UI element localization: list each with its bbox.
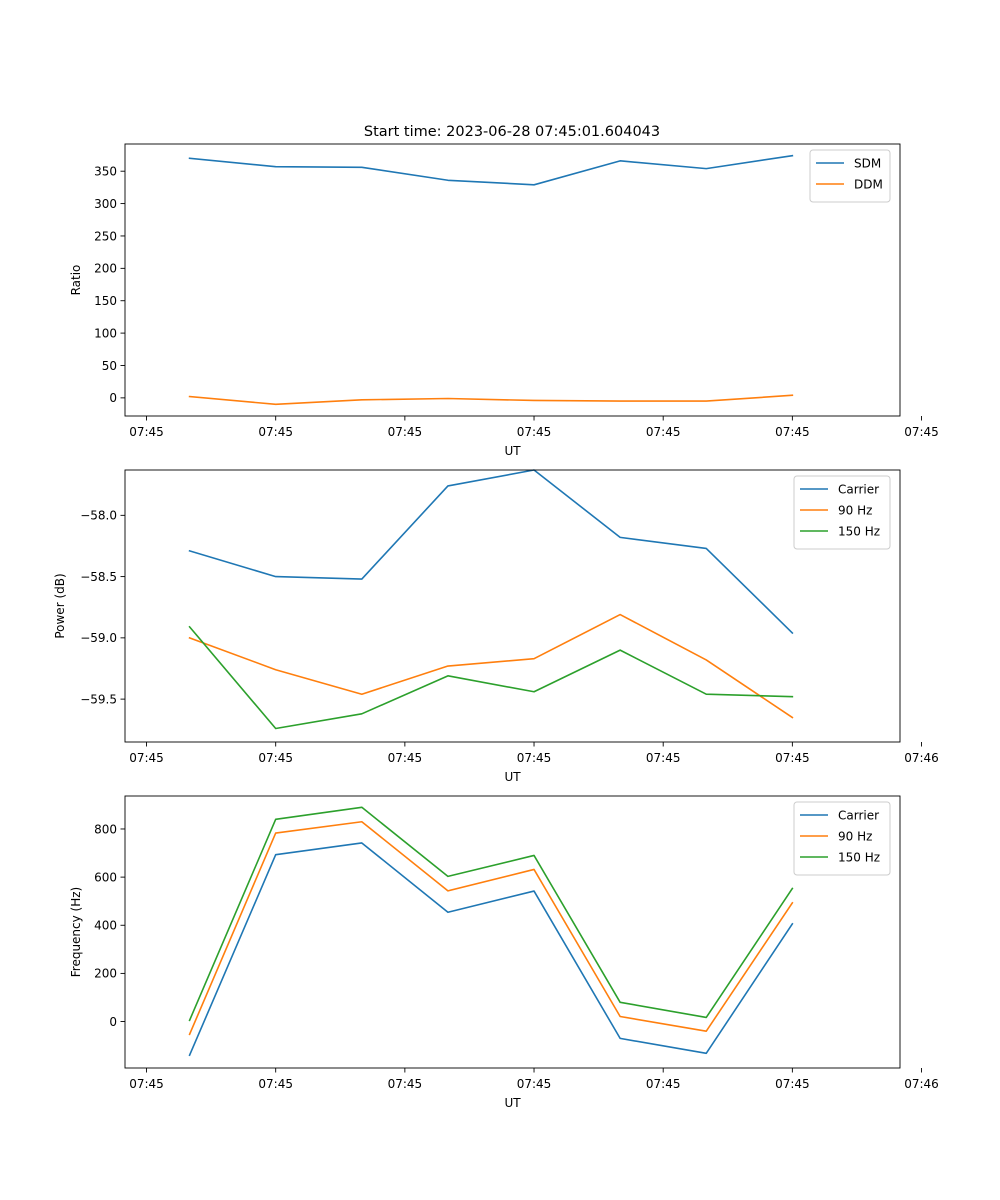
legend-label: Carrier (838, 482, 879, 496)
y-tick-label: 0 (109, 391, 117, 405)
x-tick-label: 07:45 (775, 1077, 810, 1091)
series-line-carrier (188, 842, 794, 1057)
legend-label: 150 Hz (838, 850, 880, 864)
series-line-150-hz (188, 806, 794, 1022)
y-tick-label: 350 (94, 165, 117, 179)
chart-panel-1: 07:45 07:45 07:45 07:45 07:45 07:45 07:45 0 50 10… (69, 143, 939, 458)
x-tick-label: 07:45 (775, 425, 810, 439)
y-tick-label: 100 (94, 326, 117, 340)
y-tick-label: 300 (94, 197, 117, 211)
y-tick-label: 600 (94, 870, 117, 884)
axes-frame (124, 469, 901, 743)
y-tick-label: 200 (94, 262, 117, 276)
x-tick-label: 07:46 (904, 751, 939, 765)
x-tick-label: 07:45 (646, 751, 681, 765)
chart-panel-2: 07:45 07:45 07:45 07:45 07:45 07:45 07:46 −58.0… (53, 469, 939, 784)
y-tick-label: 0 (109, 1015, 117, 1029)
legend-label: 90 Hz (838, 503, 872, 517)
x-tick-label: 07:45 (388, 751, 423, 765)
series-line-90-hz (188, 820, 794, 1036)
y-tick-label: −58.0 (80, 509, 117, 523)
y-tick-label: −58.5 (80, 570, 117, 584)
series-line-carrier (188, 469, 794, 635)
x-tick-label: 07:45 (646, 1077, 681, 1091)
y-tick-label: −59.5 (80, 692, 117, 706)
x-tick-label: 07:45 (388, 425, 423, 439)
legend-label: 150 Hz (838, 524, 880, 538)
chart-panel-3: 07:45 07:45 07:45 07:45 07:45 07:45 07:46 0 200 4… (69, 795, 939, 1110)
x-tick-label: 07:45 (258, 751, 293, 765)
y-tick-label: 200 (94, 967, 117, 981)
y-tick-label: 150 (94, 294, 117, 308)
x-tick-label: 07:45 (775, 751, 810, 765)
x-tick-label: 07:45 (646, 425, 681, 439)
y-axis-label: Power (dB) (53, 573, 67, 638)
figure-title: Start time: 2023-06-28 07:45:01.604043 (364, 124, 660, 140)
y-tick-label: 400 (94, 919, 117, 933)
x-axis-label: UT (504, 1096, 521, 1110)
legend: Carrier 90 Hz 150 Hz (793, 801, 891, 876)
y-axis-label: Ratio (69, 265, 83, 296)
series-line-90-hz (188, 613, 794, 719)
axes-frame (124, 143, 901, 417)
y-axis-label: Frequency (Hz) (69, 887, 83, 978)
y-tick-label: 800 (94, 822, 117, 836)
y-tick-label: 250 (94, 229, 117, 243)
x-axis-label: UT (504, 770, 521, 784)
x-axis-label: UT (504, 444, 521, 458)
x-tick-label: 07:45 (904, 425, 939, 439)
x-tick-label: 07:45 (517, 1077, 552, 1091)
x-tick-label: 07:45 (517, 425, 552, 439)
x-tick-label: 07:45 (129, 425, 164, 439)
y-tick-label: −59.0 (80, 631, 117, 645)
series-line-ddm (188, 394, 794, 406)
legend: Carrier 90 Hz 150 Hz (793, 475, 891, 550)
axes-frame (124, 795, 901, 1069)
y-tick-label: 50 (102, 359, 117, 373)
legend-label: SDM (854, 156, 881, 170)
x-tick-label: 07:46 (904, 1077, 939, 1091)
x-tick-label: 07:45 (388, 1077, 423, 1091)
x-tick-label: 07:45 (129, 1077, 164, 1091)
series-line-sdm (188, 154, 794, 186)
legend: SDM DDM (809, 149, 891, 203)
x-tick-label: 07:45 (517, 751, 552, 765)
legend-label: Carrier (838, 808, 879, 822)
legend-label: 90 Hz (838, 829, 872, 843)
legend-label: DDM (854, 177, 883, 191)
x-tick-label: 07:45 (258, 425, 293, 439)
series-line-150-hz (188, 625, 794, 730)
x-tick-label: 07:45 (129, 751, 164, 765)
x-tick-label: 07:45 (258, 1077, 293, 1091)
